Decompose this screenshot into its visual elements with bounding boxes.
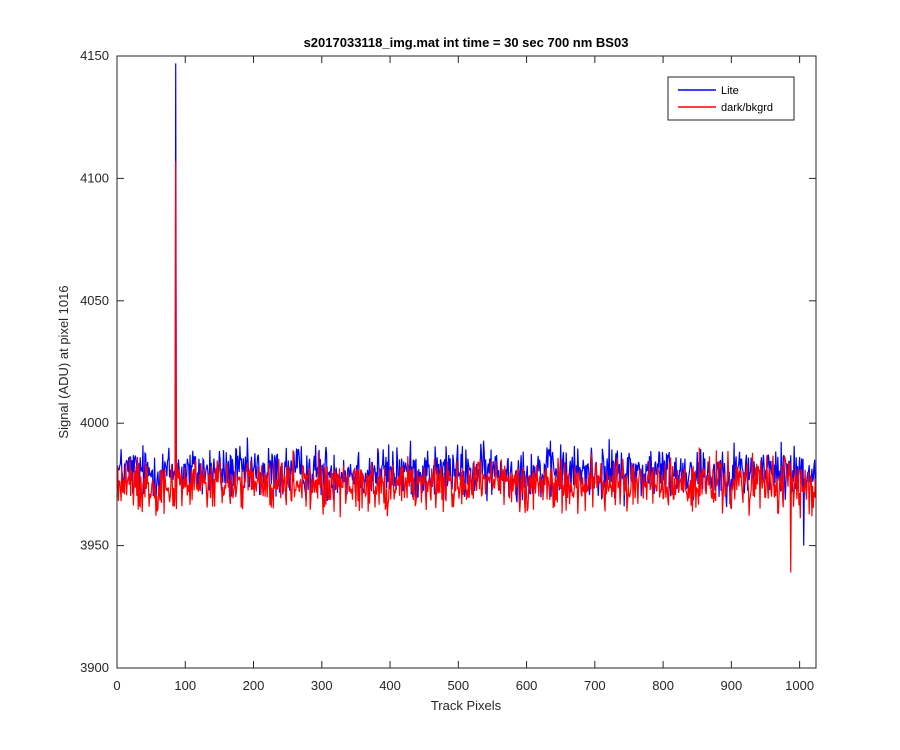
x-axis-title: Track Pixels (431, 698, 502, 713)
axes-box (116, 55, 817, 669)
plot-area (117, 56, 816, 668)
y-tick-label: 3950 (80, 538, 109, 553)
x-tick-label: 100 (174, 678, 196, 693)
x-tick-label: 700 (584, 678, 606, 693)
x-tick-label: 200 (243, 678, 265, 693)
x-tick-label: 0 (113, 678, 120, 693)
legend: Lite dark/bkgrd (667, 76, 795, 121)
axes-layer: 0 100 200 300 400 500 600 700 800 900 1000 3900 3950… (80, 48, 817, 693)
series-layer (116, 63, 817, 573)
series-line-dark-bkgrd (116, 161, 817, 573)
x-tick-label: 500 (447, 678, 469, 693)
x-tick-label: 600 (516, 678, 538, 693)
y-axis-title: Signal (ADU) at pixel 1016 (56, 285, 71, 438)
y-tick-label: 4000 (80, 415, 109, 430)
legend-label: Lite (721, 85, 739, 97)
y-tick-label: 4150 (80, 48, 109, 63)
x-tick-label: 1000 (785, 678, 814, 693)
x-tick-label: 300 (311, 678, 333, 693)
legend-box (667, 76, 795, 121)
x-tick-label: 900 (721, 678, 743, 693)
x-tick-label: 800 (652, 678, 674, 693)
x-tick-label: 400 (379, 678, 401, 693)
y-tick-label: 4050 (80, 293, 109, 308)
chart-title: s2017033118_img.mat int time = 30 sec 70… (304, 35, 629, 50)
y-tick-label: 4100 (80, 170, 109, 185)
legend-label: dark/bkgrd (721, 102, 773, 114)
y-tick-label: 3900 (80, 660, 109, 675)
